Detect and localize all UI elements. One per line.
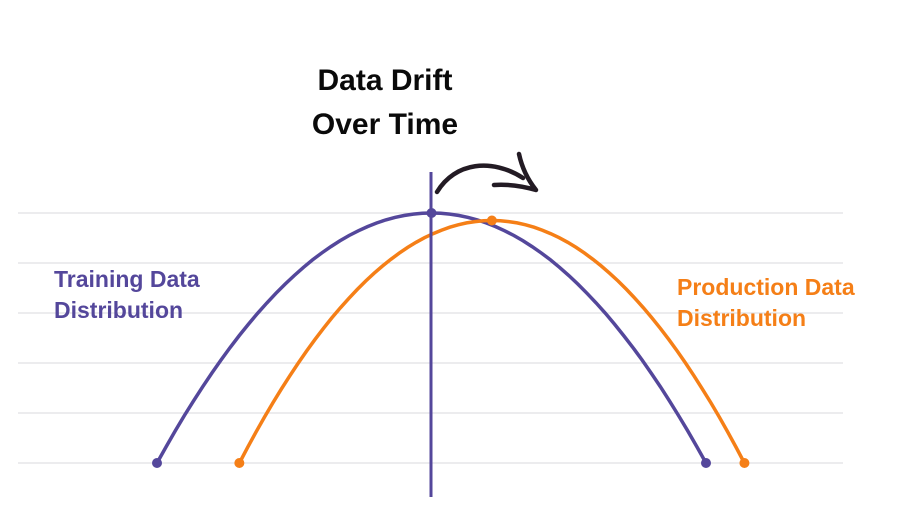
- drift-arrow-icon: [434, 151, 539, 195]
- y-tick-mark: [0, 256, 1, 270]
- production-endpoint: [234, 458, 245, 468]
- y-tick-mark: [0, 306, 1, 320]
- diagram-title-line-2: Over Time: [311, 108, 459, 141]
- y-tick-mark: [0, 406, 1, 420]
- y-tick-mark: [0, 206, 1, 220]
- training-distribution-label: Training Data Distribution: [54, 264, 200, 326]
- training-peak-point: [426, 208, 437, 218]
- training-label-line-2: Distribution: [54, 297, 184, 324]
- production-distribution-label: Production Data Distribution: [677, 272, 855, 334]
- training-label-line-1: Training Data: [54, 266, 200, 292]
- training-endpoint: [152, 458, 162, 468]
- y-tick-mark: [0, 456, 1, 470]
- production-label-line-1: Production Data: [677, 274, 855, 300]
- training-endpoint: [701, 458, 711, 468]
- production-endpoint: [739, 458, 750, 468]
- curve-points: [152, 208, 750, 468]
- y-tick-mark: [0, 356, 1, 370]
- production-label-line-2: Distribution: [677, 305, 807, 332]
- diagram-title-line-1: Data Drift: [317, 64, 453, 97]
- production-peak-point: [486, 215, 497, 226]
- curves: [155, 211, 747, 465]
